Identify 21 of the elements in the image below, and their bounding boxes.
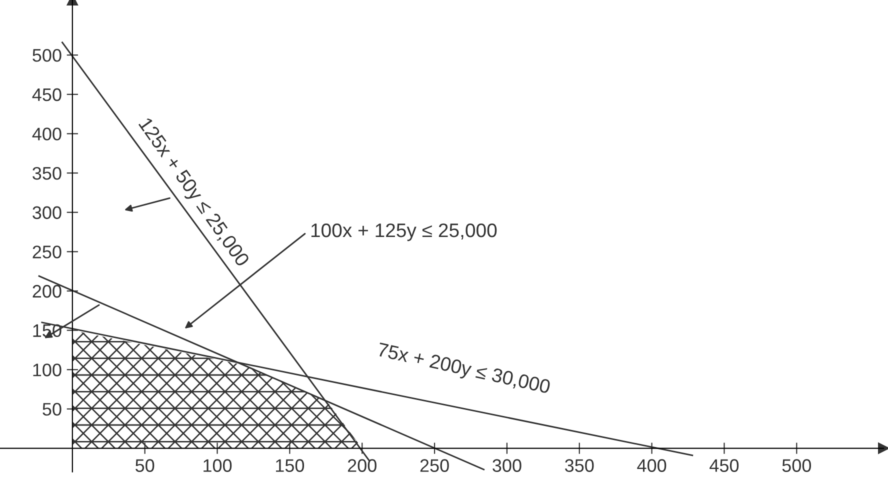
y-tick-label: 400 <box>32 128 62 140</box>
y-tick-label: 300 <box>32 206 62 220</box>
x-tick-label: 200 <box>348 459 376 472</box>
x-tick-label: 500 <box>782 459 812 472</box>
x-tick-label: 300 <box>492 459 522 472</box>
y-tick-label: 250 <box>32 246 62 258</box>
annotation: 75x + 200y ≤ 30,000 <box>376 342 551 398</box>
x-tick-label: 350 <box>565 459 594 472</box>
x-tick-label: 150 <box>276 459 304 472</box>
y-tick-label: 450 <box>32 88 62 102</box>
y-tick-label: 200 <box>32 284 62 298</box>
x-tick-label: 400 <box>637 459 666 472</box>
x-tick-label: 100 <box>204 459 232 472</box>
x-tick-label: 50 <box>136 459 154 472</box>
x-tick-label: 250 <box>420 459 449 472</box>
annotation: 100x + 125y ≤ 25,000 <box>311 223 497 242</box>
y-tick-label: 500 <box>32 48 62 62</box>
y-tick-label: 50 <box>42 402 62 416</box>
y-tick-label: 350 <box>32 166 62 180</box>
x-tick-label: 450 <box>710 459 739 472</box>
y-tick-label: 100 <box>33 364 62 376</box>
